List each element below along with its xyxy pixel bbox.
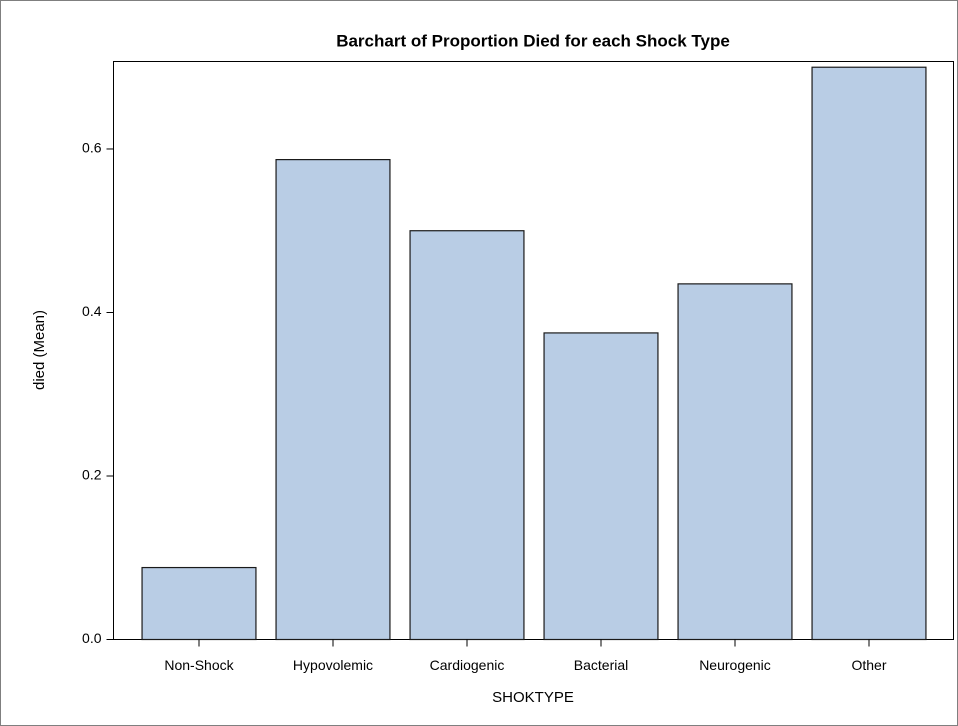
x-axis-label: SHOKTYPE [492,689,574,706]
bar [677,283,793,641]
bar [275,159,391,641]
x-tick-label: Other [851,657,886,673]
plot-frame [113,61,954,640]
y-tick-label: 0.4 [82,303,102,319]
x-tick-label: Neurogenic [699,657,771,673]
y-tick-label: 0.0 [82,630,102,646]
y-tick-label: 0.6 [82,140,102,156]
x-tick-label: Bacterial [574,657,628,673]
x-tick-label: Non-Shock [164,657,234,673]
y-tick-label: 0.2 [82,467,102,483]
bar [141,566,257,641]
x-tick-label: Hypovolemic [293,657,373,673]
y-axis-label: died (Mean) [31,310,48,390]
chart-title: Barchart of Proportion Died for each Sho… [336,31,730,50]
bar [543,332,659,641]
bar [811,66,927,641]
bar [409,230,525,641]
x-tick-label: Cardiogenic [430,657,505,673]
